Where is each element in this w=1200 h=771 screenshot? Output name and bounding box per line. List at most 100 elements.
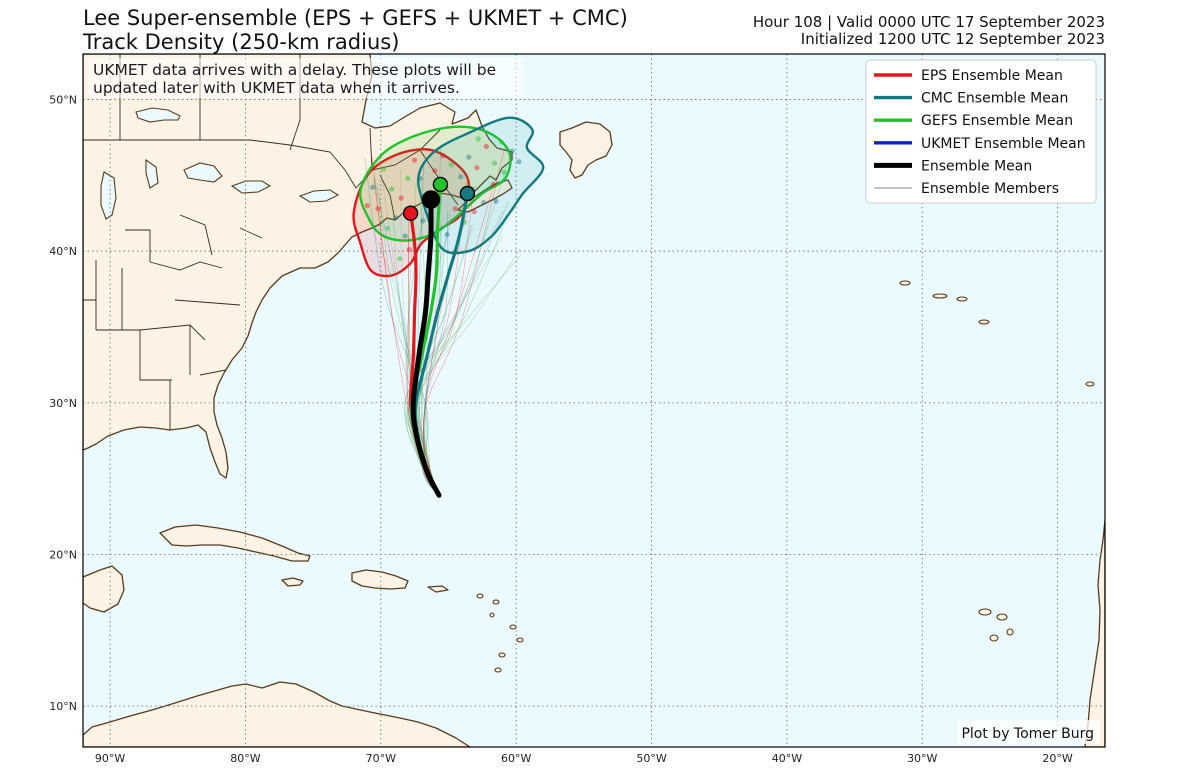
legend-label: Ensemble Mean bbox=[921, 158, 1032, 174]
legend-box bbox=[865, 59, 1097, 204]
member-track bbox=[407, 214, 440, 496]
island bbox=[978, 608, 992, 616]
mean-track-ensemble-mean bbox=[410, 197, 442, 498]
south-america-land bbox=[83, 681, 471, 747]
legend-label: UKMET Ensemble Mean bbox=[921, 136, 1086, 152]
title-line1: Lee Super-ensemble (EPS + GEFS + UKMET +… bbox=[83, 6, 628, 30]
member-position bbox=[397, 256, 403, 262]
member-position bbox=[501, 169, 507, 175]
legend-label: CMC Ensemble Mean bbox=[921, 91, 1068, 107]
latitude-tick-label: 40°N bbox=[49, 245, 77, 258]
latitude-tick-label: 20°N bbox=[49, 548, 77, 561]
credit-box bbox=[958, 720, 1100, 744]
end-marker-eps bbox=[402, 205, 419, 221]
end-marker-gefs bbox=[432, 176, 449, 193]
map-frame bbox=[82, 53, 1106, 748]
title-block: Lee Super-ensemble (EPS + GEFS + UKMET +… bbox=[83, 6, 628, 54]
plot-credit: Plot by Tomer Burg bbox=[961, 726, 1094, 742]
longitude-tick-label: 70°W bbox=[366, 752, 396, 765]
latitude-tick-label: 50°N bbox=[49, 93, 77, 106]
legend-label: EPS Ensemble Mean bbox=[921, 68, 1063, 84]
island bbox=[996, 613, 1008, 621]
member-position bbox=[490, 181, 496, 187]
member-track bbox=[364, 157, 440, 496]
member-position bbox=[380, 166, 387, 172]
axis-tick-labels: 10°N 20°N 30°N 40°N 50°N 90°W 80°W 70°W 60°W 50°W… bbox=[49, 93, 1073, 765]
island bbox=[492, 599, 500, 605]
member-position bbox=[364, 203, 370, 209]
notice-line2: updated later with UKMET data when it ar… bbox=[93, 79, 460, 97]
member-position bbox=[483, 143, 489, 150]
africa-land bbox=[1084, 519, 1105, 747]
great-lakes bbox=[100, 107, 340, 220]
island bbox=[1006, 628, 1014, 636]
latitude-tick-label: 30°N bbox=[49, 397, 77, 410]
island bbox=[494, 667, 502, 673]
member-position bbox=[385, 225, 391, 231]
notice-box bbox=[88, 58, 523, 98]
member-position bbox=[458, 174, 464, 180]
member-position bbox=[405, 175, 411, 181]
island bbox=[1085, 381, 1095, 387]
island bbox=[516, 637, 524, 643]
longitude-tick-label: 30°W bbox=[907, 752, 937, 765]
longitude-tick-label: 60°W bbox=[501, 752, 531, 765]
member-position bbox=[417, 175, 423, 181]
cuba bbox=[159, 524, 311, 562]
valid-time: Hour 108 | Valid 0000 UTC 17 September 2… bbox=[752, 13, 1105, 31]
legend-label: GEFS Ensemble Mean bbox=[921, 113, 1073, 129]
member-position bbox=[491, 160, 498, 166]
density-contour-cmc bbox=[417, 116, 545, 255]
member-position bbox=[516, 159, 522, 165]
member-position bbox=[402, 233, 408, 239]
puerto-rico bbox=[427, 585, 449, 593]
member-position bbox=[393, 215, 399, 221]
longitude-tick-label: 50°W bbox=[636, 752, 666, 765]
member-position bbox=[444, 231, 450, 238]
member-position bbox=[440, 153, 446, 159]
ensemble-mean-tracks bbox=[408, 182, 469, 498]
member-position bbox=[375, 206, 381, 212]
member-position bbox=[471, 209, 477, 215]
end-marker-cmc bbox=[459, 185, 476, 202]
longitude-tick-label: 80°W bbox=[230, 752, 260, 765]
island bbox=[956, 296, 968, 302]
member-track bbox=[412, 180, 468, 496]
island bbox=[476, 593, 484, 599]
latitude-tick-label: 10°N bbox=[49, 700, 77, 713]
init-time: Initialized 1200 UTC 12 September 2023 bbox=[800, 30, 1105, 48]
member-position bbox=[448, 162, 454, 168]
member-position bbox=[498, 139, 504, 145]
member-position bbox=[389, 186, 395, 192]
member-position bbox=[509, 148, 515, 154]
member-position bbox=[475, 136, 481, 142]
member-position bbox=[420, 218, 426, 224]
ensemble-mean-positions bbox=[402, 176, 476, 221]
legend-label: Ensemble Members bbox=[921, 181, 1059, 197]
yucatan bbox=[83, 565, 125, 613]
longitude-tick-label: 20°W bbox=[1042, 752, 1072, 765]
member-position bbox=[481, 200, 487, 206]
island bbox=[978, 319, 990, 325]
longitude-tick-label: 90°W bbox=[95, 752, 125, 765]
island bbox=[932, 293, 948, 299]
member-position bbox=[466, 154, 472, 160]
end-marker-ensemble-mean bbox=[421, 190, 441, 209]
border-line bbox=[83, 268, 227, 430]
legend: EPS Ensemble Mean CMC Ensemble Mean GEFS E… bbox=[865, 59, 1097, 204]
member-position bbox=[432, 168, 438, 174]
member-position bbox=[452, 206, 458, 212]
member-track bbox=[404, 202, 509, 496]
member-position bbox=[474, 165, 480, 171]
member-position bbox=[370, 184, 376, 190]
info-block: Hour 108 | Valid 0000 UTC 17 September 2… bbox=[753, 14, 1105, 48]
notice-line1: UKMET data arrives with a delay. These p… bbox=[93, 61, 496, 79]
longitude-tick-label: 40°W bbox=[772, 752, 802, 765]
island bbox=[489, 612, 495, 618]
island bbox=[509, 624, 517, 630]
hispaniola bbox=[351, 569, 409, 590]
island bbox=[498, 652, 506, 658]
member-position bbox=[398, 195, 404, 201]
